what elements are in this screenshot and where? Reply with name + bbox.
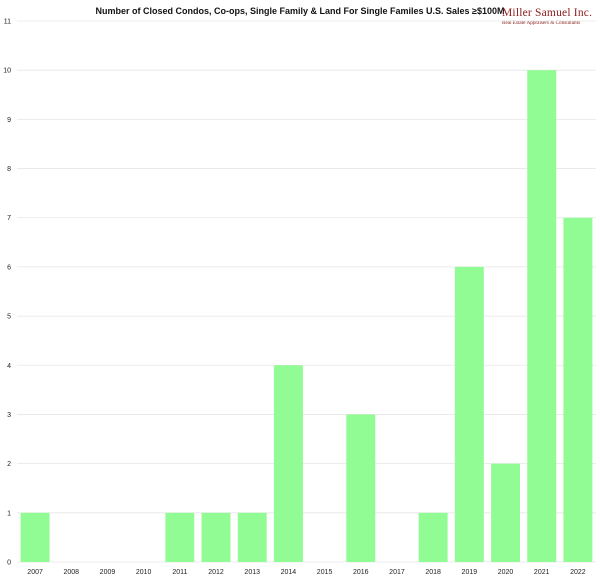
logo-name: Miller Samuel Inc. <box>502 7 593 19</box>
y-tick-label: 2 <box>7 461 11 468</box>
x-tick-label: 2008 <box>63 569 79 576</box>
bars <box>20 70 593 562</box>
logo-tagline: Real Estate Appraisers & Consultants <box>502 19 581 26</box>
x-tick-label: 2015 <box>317 569 333 576</box>
bar-2014 <box>273 365 303 562</box>
bar-2016 <box>346 414 376 562</box>
y-tick-label: 3 <box>7 412 11 419</box>
y-tick-label: 7 <box>7 215 11 222</box>
x-tick-label: 2010 <box>136 569 152 576</box>
y-tick-label: 1 <box>7 510 11 517</box>
bar-2011 <box>165 512 195 562</box>
x-tick-label: 2014 <box>281 569 297 576</box>
y-tick-label: 0 <box>7 560 11 567</box>
x-tick-label: 2017 <box>389 569 405 576</box>
company-logo: Miller Samuel Inc. Real Estate Appraiser… <box>502 7 598 26</box>
x-tick-label: 2022 <box>570 569 586 576</box>
x-tick-label: 2012 <box>208 569 224 576</box>
x-tick-label: 2007 <box>27 569 43 576</box>
bar-2007 <box>20 512 50 562</box>
y-tick-label: 6 <box>7 264 11 271</box>
bar-2022 <box>563 217 593 562</box>
x-tick-label: 2011 <box>172 569 187 576</box>
y-tick-label: 11 <box>4 19 11 26</box>
bar-2013 <box>237 512 267 562</box>
x-tick-label: 2013 <box>244 569 260 576</box>
y-axis-ticks: 0 1 2 3 4 5 6 7 8 9 10 11 <box>3 19 11 567</box>
bar-2019 <box>454 266 484 562</box>
x-tick-label: 2019 <box>462 569 478 576</box>
y-tick-label: 4 <box>7 363 11 370</box>
y-tick-label: 9 <box>7 117 11 124</box>
bar-2020 <box>491 463 521 562</box>
x-tick-label: 2009 <box>100 569 116 576</box>
y-tick-label: 10 <box>3 68 11 75</box>
chart-title: Number of Closed Condos, Co-ops, Single … <box>95 6 505 16</box>
x-tick-label: 2018 <box>425 569 441 576</box>
bar-2021 <box>527 70 557 562</box>
x-tick-label: 2016 <box>353 569 369 576</box>
gridlines <box>17 20 596 563</box>
bar-2018 <box>418 512 448 562</box>
bar-2012 <box>201 512 231 562</box>
y-tick-label: 8 <box>7 166 11 173</box>
x-tick-label: 2020 <box>498 569 514 576</box>
y-tick-label: 5 <box>7 314 11 321</box>
x-tick-label: 2021 <box>534 569 550 576</box>
x-axis-ticks: 2007 2008 2009 2010 2011 2012 2013 2014 2015 2016… <box>27 569 585 576</box>
